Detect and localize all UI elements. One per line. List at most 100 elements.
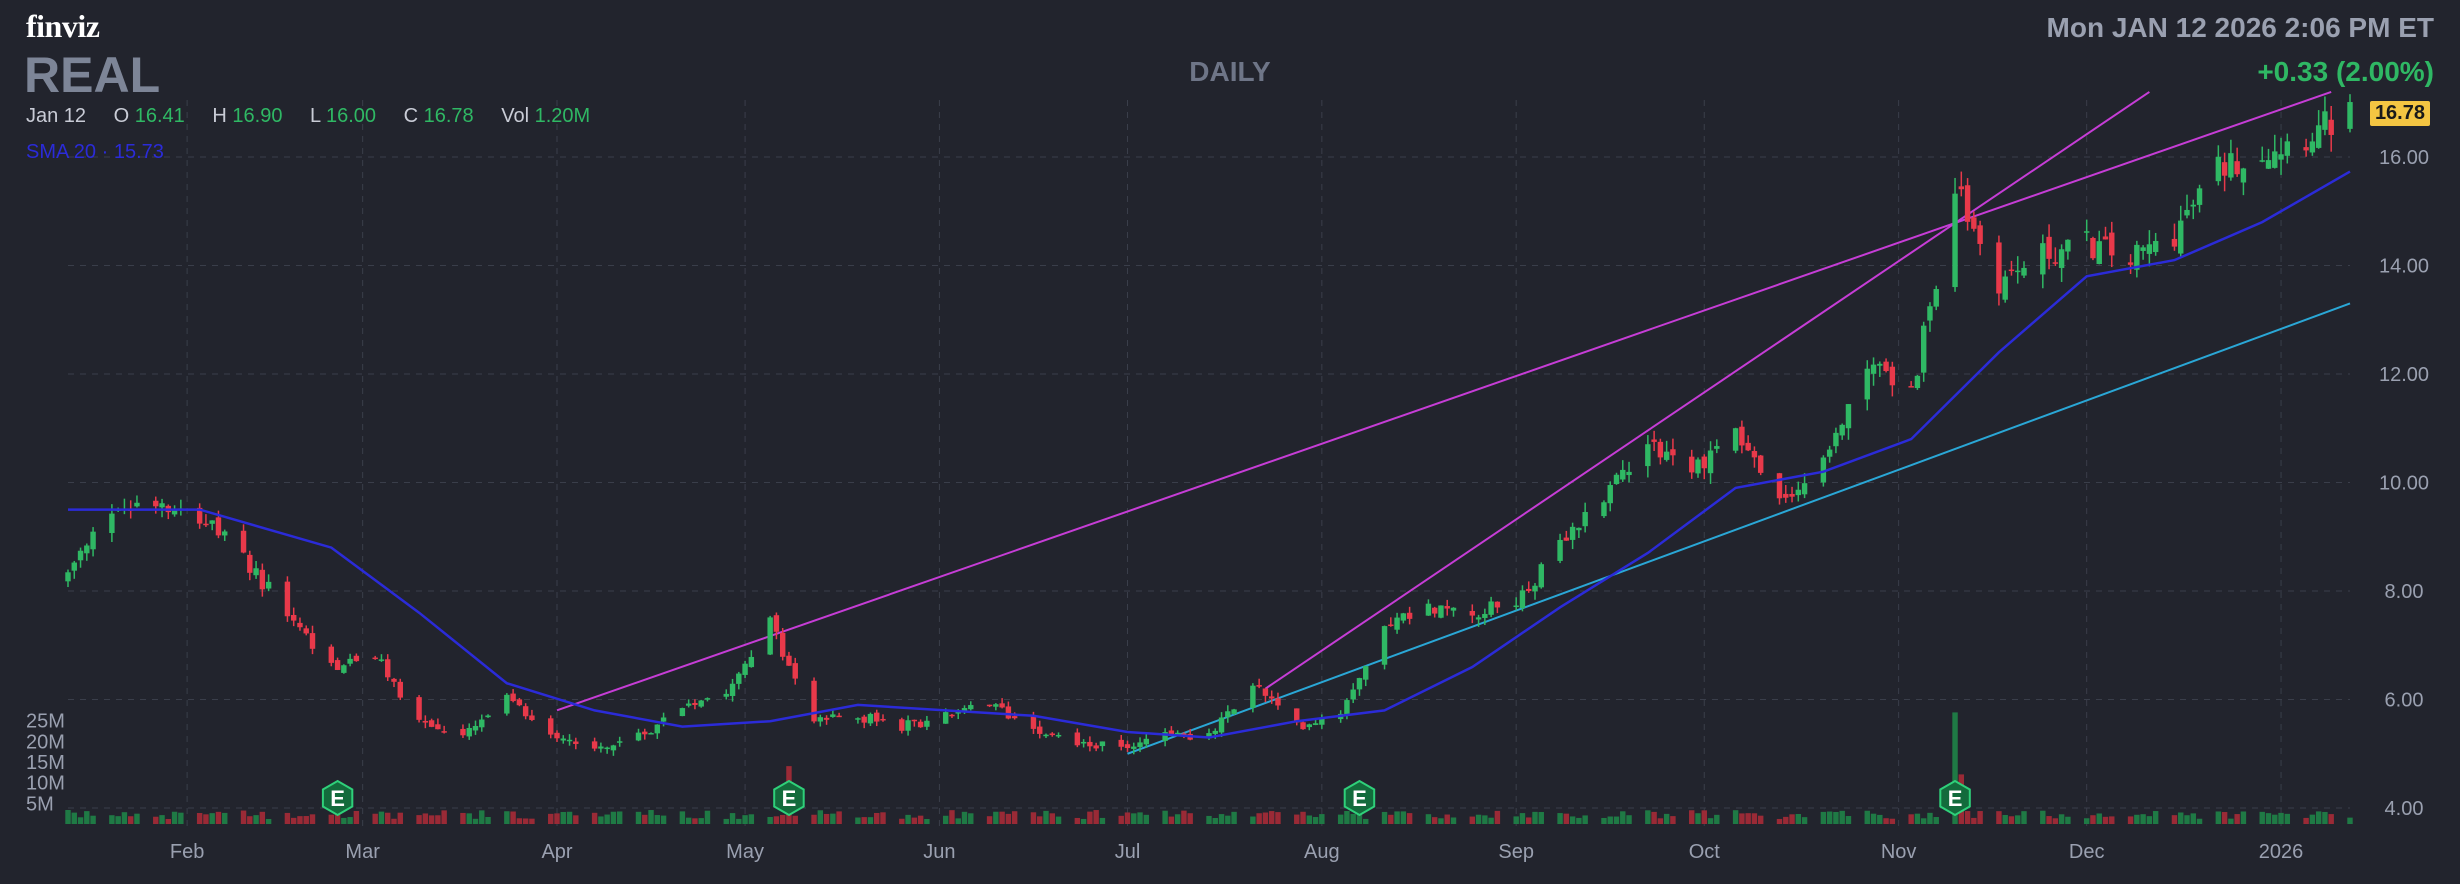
y-tick-label: 16.00 [2379,147,2429,169]
candle-body [1607,485,1613,504]
candle-body [134,502,140,507]
candle [1751,446,1758,468]
candle-body [660,717,667,722]
candle [1657,438,1664,465]
candle-body [71,562,77,571]
candle [1845,404,1852,440]
candle [1319,714,1325,729]
candle-body [1306,724,1313,728]
earnings-marker[interactable]: E [773,779,805,817]
candle-body [1801,483,1808,495]
volume-bar [1870,813,1877,824]
candle [84,543,90,561]
candle-body [372,657,378,660]
volume-bar [121,812,128,824]
candle [2240,167,2247,196]
trendline-magenta [556,90,2332,712]
candle [742,660,748,679]
candle-body [591,741,598,749]
candle [1438,605,1444,619]
volume-bar [297,816,303,824]
candle [1218,712,1225,737]
candle [698,699,704,708]
earnings-marker[interactable]: E [1343,779,1376,817]
earnings-hexagon [1939,779,1971,817]
volume-bar [1927,812,1933,824]
candle-body [642,731,648,735]
candle-body [917,721,924,728]
volume-bar [1494,810,1501,824]
sma-legend[interactable]: SMA 20 · 15.73 [26,141,164,164]
y-tick-label: 8.00 [2385,581,2424,603]
candle-body [1908,386,1914,388]
candle [328,644,335,667]
candle-body [1093,745,1099,749]
volume-bar [2102,816,2109,824]
candle-body [924,720,930,727]
candle [159,498,165,518]
candle-body [1582,512,1588,527]
candle [479,714,485,732]
candle-body [1394,617,1400,630]
candle [855,717,861,724]
candle-body [573,741,579,744]
candle-body [654,724,661,734]
candle [1877,361,1883,377]
volume-bar [1475,814,1482,824]
y-tick-label: 10.00 [2379,473,2429,495]
volume-bar [2190,813,2196,824]
candle-body [428,720,435,727]
volume-bar [1877,814,1883,824]
volume-bar [385,812,391,824]
volume-bar [648,810,654,824]
volume-bar [1657,818,1664,824]
candle [1582,502,1588,533]
volume-bar [1406,813,1413,824]
candle-body [2021,267,2027,276]
volume-bar [196,813,203,824]
volume-bar [1431,817,1438,824]
candle [466,723,472,740]
candle-body [1030,715,1037,729]
candle [1124,740,1131,752]
volume-bar [441,810,447,824]
candle-body [1262,688,1269,696]
candle [1563,530,1570,541]
candle [817,714,824,727]
volume-bar [679,811,686,824]
candle-body [2002,276,2008,300]
candle-body [1601,502,1607,517]
earnings-marker[interactable]: E [1939,779,1971,817]
volume-bar [2240,811,2247,824]
volume-bar [2196,818,2203,824]
volume-bar [1011,811,1018,824]
candle-body [1739,426,1745,446]
candle [441,725,447,734]
candle [1971,211,1977,232]
candle [2096,230,2102,265]
earnings-marker[interactable]: E [321,779,354,817]
candle [1783,485,1789,503]
candle [1789,486,1795,503]
candle [1745,435,1751,452]
volume-bar [911,817,918,824]
candle-body [2228,153,2234,178]
volume-bar [1601,817,1607,824]
volume-bar [1388,814,1394,824]
candle [504,693,510,716]
volume-bar [1933,817,1939,824]
candle-body [786,655,792,666]
candle [2146,230,2153,267]
candle [1908,381,1914,388]
candle-body [1011,716,1018,719]
candle-body [1162,732,1168,741]
candle [1889,361,1896,397]
earnings-label: E [1352,786,1367,811]
candle-body [1294,708,1300,723]
candle [1294,708,1300,726]
candle-body [2259,160,2265,162]
candle-body [1933,289,1939,307]
finviz-logo[interactable]: finviz [26,8,100,44]
